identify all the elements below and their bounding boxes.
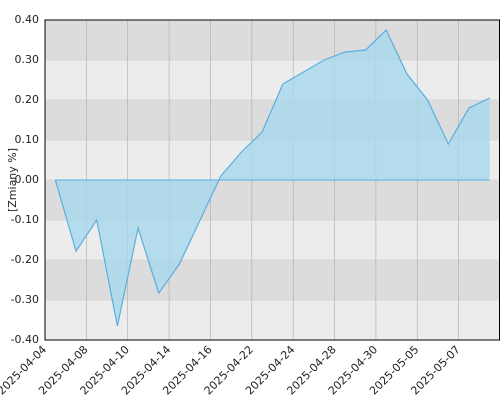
- y-tick-label: -0.30: [11, 293, 39, 306]
- y-tick-label: 0.00: [15, 173, 40, 186]
- grid-band: [45, 20, 500, 60]
- grid-band: [45, 60, 500, 100]
- y-axis-label: [Zmiany %]: [6, 148, 19, 212]
- y-tick-label: 0.40: [15, 13, 40, 26]
- y-tick-label: 0.10: [15, 133, 40, 146]
- y-tick-label: -0.10: [11, 213, 39, 226]
- y-tick-label: 0.30: [15, 53, 40, 66]
- y-tick-label: -0.40: [11, 333, 39, 346]
- area-fill: [55, 30, 490, 326]
- y-tick-label: 0.20: [15, 93, 40, 106]
- y-tick-label: -0.20: [11, 253, 39, 266]
- area-line: [54, 28, 490, 327]
